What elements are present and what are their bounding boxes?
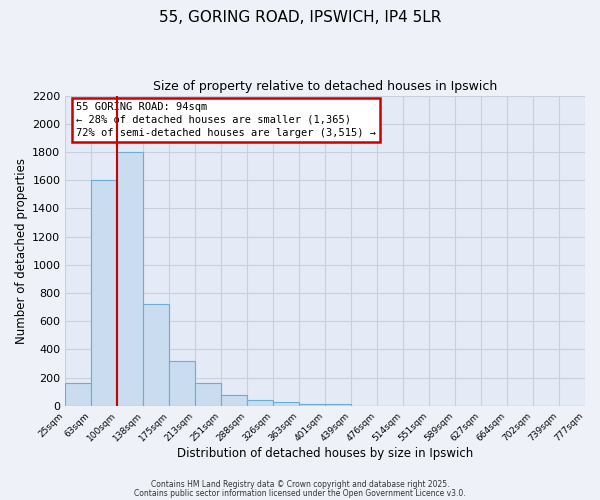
Bar [299, 404, 325, 406]
Bar [169, 360, 195, 406]
Y-axis label: Number of detached properties: Number of detached properties [15, 158, 28, 344]
Text: 55, GORING ROAD, IPSWICH, IP4 5LR: 55, GORING ROAD, IPSWICH, IP4 5LR [159, 10, 441, 25]
Bar [325, 404, 351, 406]
Title: Size of property relative to detached houses in Ipswich: Size of property relative to detached ho… [153, 80, 497, 93]
Text: Contains HM Land Registry data © Crown copyright and database right 2025.: Contains HM Land Registry data © Crown c… [151, 480, 449, 489]
X-axis label: Distribution of detached houses by size in Ipswich: Distribution of detached houses by size … [177, 447, 473, 460]
Text: 55 GORING ROAD: 94sqm
← 28% of detached houses are smaller (1,365)
72% of semi-d: 55 GORING ROAD: 94sqm ← 28% of detached … [76, 102, 376, 138]
Text: Contains public sector information licensed under the Open Government Licence v3: Contains public sector information licen… [134, 488, 466, 498]
Bar [221, 394, 247, 406]
Bar [247, 400, 273, 406]
Bar [143, 304, 169, 406]
Bar [273, 402, 299, 406]
Bar [117, 152, 143, 406]
Bar [65, 384, 91, 406]
Bar [195, 384, 221, 406]
Bar [91, 180, 117, 406]
